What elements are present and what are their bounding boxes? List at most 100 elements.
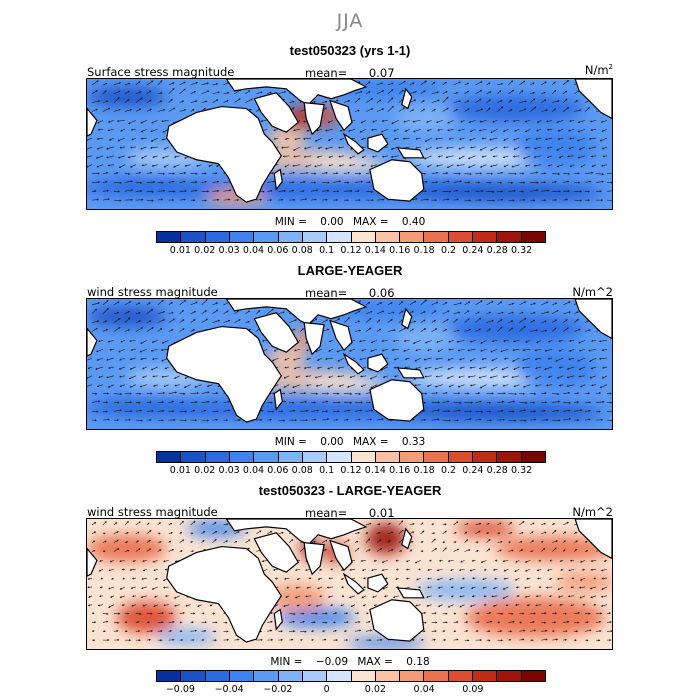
colorbar-swatch [327, 232, 352, 242]
colorbar-tick-label: 0.24 [462, 245, 484, 256]
colorbar-swatch [375, 452, 401, 462]
season-title: JJA [336, 10, 364, 32]
colorbar-tick-label: 0.04 [413, 684, 435, 695]
units-model: N/m2 [533, 63, 613, 77]
new-guinea-landmass [396, 147, 425, 159]
colorbar-tick-label: 0 [323, 684, 330, 695]
eurasia-landmass [225, 299, 368, 326]
map-svg-model [87, 79, 612, 209]
mean-value: 0.07 [368, 66, 395, 80]
north-america-landmass [574, 519, 612, 560]
colorbar-swatch [157, 232, 182, 242]
max-label: MAX = [352, 436, 389, 448]
panel-title-diff: test050323 - LARGE-YEAGER [258, 483, 442, 498]
sumatra-landmass [342, 132, 365, 155]
colorbar-tick-label: 0.03 [218, 245, 240, 256]
colorbar-swatch [181, 452, 206, 462]
indochina-landmass [329, 539, 353, 572]
colorbar-tick-label: 0.28 [486, 465, 508, 476]
australia-landmass [369, 159, 425, 202]
arabia-landmass [253, 92, 299, 133]
japan-landmass [401, 307, 413, 330]
colorbar-swatch [327, 452, 352, 462]
colorbar-swatch [400, 452, 425, 462]
indochina-landmass [329, 99, 353, 132]
colorbar-swatch [278, 232, 303, 242]
colorbar-tick-label: 0.09 [462, 684, 484, 695]
eurasia-landmass [225, 79, 368, 106]
colorbar-tick-label: 0.32 [511, 465, 533, 476]
colorbar-swatch [157, 452, 182, 462]
colorbar-swatch [229, 232, 255, 242]
units-superscript: 2 [608, 63, 613, 72]
colorbar-swatch [302, 232, 328, 242]
colorbar-tick-label: 0.18 [413, 465, 435, 476]
max-value: 0.33 [401, 436, 426, 448]
north-america-landmass [574, 299, 612, 340]
minmax-model: MIN = 0.00 MAX = 0.40 [0, 216, 700, 228]
map-diff [86, 518, 613, 650]
colorbar-swatch [254, 452, 279, 462]
colorbar-tick-label: 0.02 [194, 465, 216, 476]
mean-value: 0.01 [368, 506, 395, 520]
colorbar-tick-label: 0.06 [267, 465, 289, 476]
colorbar-ticks-model: 0.01 0.02 0.03 0.04 0.06 0.08 0.1 0.12 0.14 0.16 0… [156, 245, 546, 257]
sumatra-landmass [342, 572, 365, 595]
min-value: 0.00 [320, 436, 344, 448]
mean-label: mean= [305, 506, 348, 520]
panel-title-model: test050323 (yrs 1-1) [289, 43, 411, 58]
colorbar-swatch [424, 232, 449, 242]
colorbar-tick-label: 0.2 [440, 465, 457, 476]
colorbar-tick-label: 0.08 [291, 245, 313, 256]
mean-label: mean= [305, 66, 348, 80]
africa-landmass [166, 105, 282, 203]
colorbar-swatch [375, 232, 401, 242]
map-obs [86, 298, 613, 430]
colorbar-ticks-obs: 0.01 0.02 0.03 0.04 0.06 0.08 0.1 0.12 0.14 0.16 0… [156, 465, 546, 477]
colorbar-tick-label: 0.24 [462, 465, 484, 476]
japan-landmass [401, 527, 413, 550]
colorbar-tick-label: 0.02 [364, 684, 386, 695]
colorbar-swatch [521, 671, 545, 681]
colorbar-swatch [400, 671, 425, 681]
madagascar-landmass [273, 168, 283, 191]
colorbar-tick-label: 0.02 [194, 245, 216, 256]
colorbar-swatch [448, 671, 474, 681]
mean-value: 0.06 [368, 286, 395, 300]
sumatra-landmass [342, 352, 365, 375]
max-value: 0.18 [406, 656, 430, 668]
borneo-landmass [367, 573, 389, 593]
min-value: 0.00 [320, 216, 344, 228]
mean-readout-obs: mean= 0.06 [305, 286, 395, 300]
colorbar-swatch [351, 232, 376, 242]
colorbar-swatch [400, 232, 425, 242]
colorbar-tick-label: 0.01 [169, 465, 191, 476]
colorbar-tick-label: 0.14 [364, 465, 386, 476]
colorbar-tick-label: −0.04 [214, 684, 244, 695]
colorbar-tick-label: 0.2 [440, 245, 457, 256]
colorbar-tick-label: −0.02 [263, 684, 293, 695]
colorbar-tick-label: 0.32 [511, 245, 533, 256]
colorbar-swatch [473, 232, 498, 242]
madagascar-landmass [273, 388, 283, 411]
colorbar-swatch [157, 671, 182, 681]
field-label-diff: wind stress magnitude [87, 505, 218, 519]
colorbar-swatch [254, 232, 279, 242]
africa-landmass [166, 325, 282, 423]
eurasia-landmass [225, 519, 368, 546]
colorbar-tick-label: 0.28 [486, 245, 508, 256]
colorbar-tick-label: −0.09 [165, 684, 195, 695]
indochina-landmass [329, 319, 353, 352]
colorbar-swatch [521, 452, 545, 462]
colorbar-tick-label: 0.06 [267, 245, 289, 256]
max-value: 0.40 [401, 216, 426, 228]
colorbar-swatch [205, 671, 230, 681]
colorbar-tick-label: 0.01 [169, 245, 191, 256]
colorbar-swatch [497, 671, 522, 681]
colorbar-swatch [181, 232, 206, 242]
japan-landmass [401, 87, 413, 110]
colorbar-swatch [254, 671, 279, 681]
colorbar-swatch [278, 452, 303, 462]
colorbar-swatch [302, 452, 328, 462]
colorbar-tick-label: 0.03 [218, 465, 240, 476]
